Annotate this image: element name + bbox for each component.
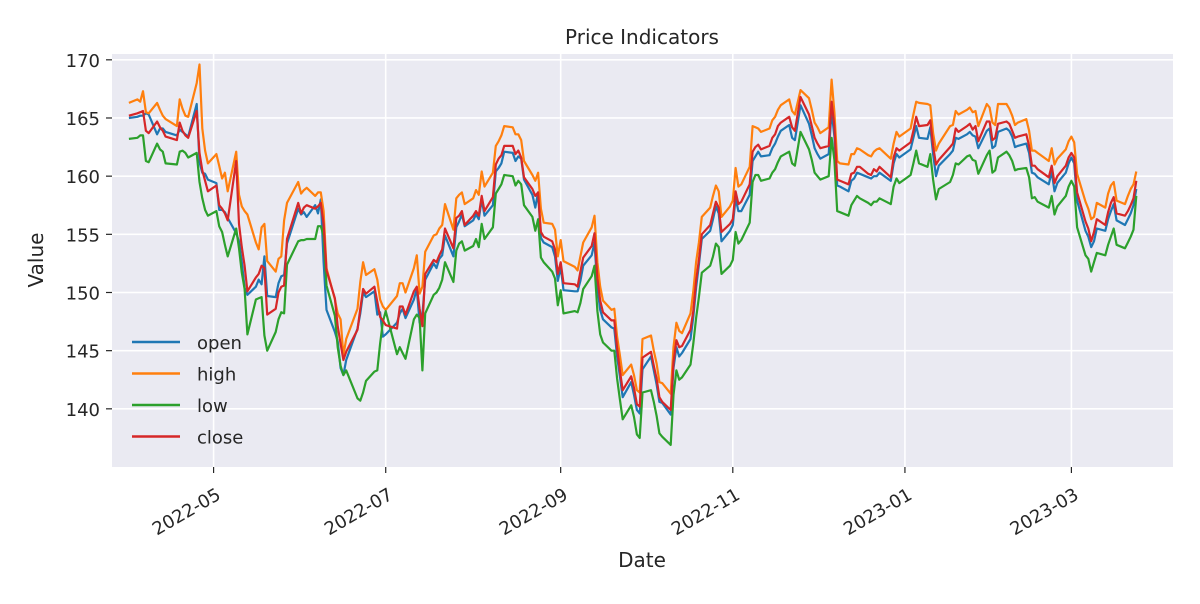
x-axis-label: Date [618, 548, 666, 572]
y-tick-label: 165 [66, 109, 100, 130]
x-tick-label: 2022-11 [668, 484, 744, 540]
y-tick-label: 155 [66, 225, 100, 246]
legend: open high low close [132, 333, 243, 449]
x-tick-label: 2022-07 [321, 484, 397, 540]
y-axis-ticks: 140 145 150 155 160 165 170 [66, 51, 112, 421]
series-line-high [128, 63, 1138, 395]
series-lines [128, 63, 1138, 446]
legend-label-high: high [197, 365, 236, 386]
legend-label-close: close [197, 428, 243, 449]
chart-title: Price Indicators [565, 25, 719, 49]
legend-label-low: low [197, 396, 228, 417]
series-line-close [128, 95, 1138, 412]
x-tick-label: 2023-01 [840, 484, 916, 540]
x-tick-label: 2023-03 [1007, 484, 1083, 540]
y-tick-label: 140 [66, 400, 100, 421]
x-tick-label: 2022-05 [149, 484, 225, 540]
y-tick-label: 170 [66, 51, 100, 72]
y-tick-label: 150 [66, 283, 100, 304]
x-tick-label: 2022-09 [496, 484, 572, 540]
y-tick-label: 160 [66, 167, 100, 188]
series-line-low [128, 130, 1138, 446]
y-tick-label: 145 [66, 342, 100, 363]
legend-label-open: open [197, 333, 242, 354]
y-axis-label: Value [24, 233, 48, 288]
x-axis-ticks: 2022-05 2022-07 2022-09 2022-11 2023-01 2023-… [149, 467, 1082, 540]
